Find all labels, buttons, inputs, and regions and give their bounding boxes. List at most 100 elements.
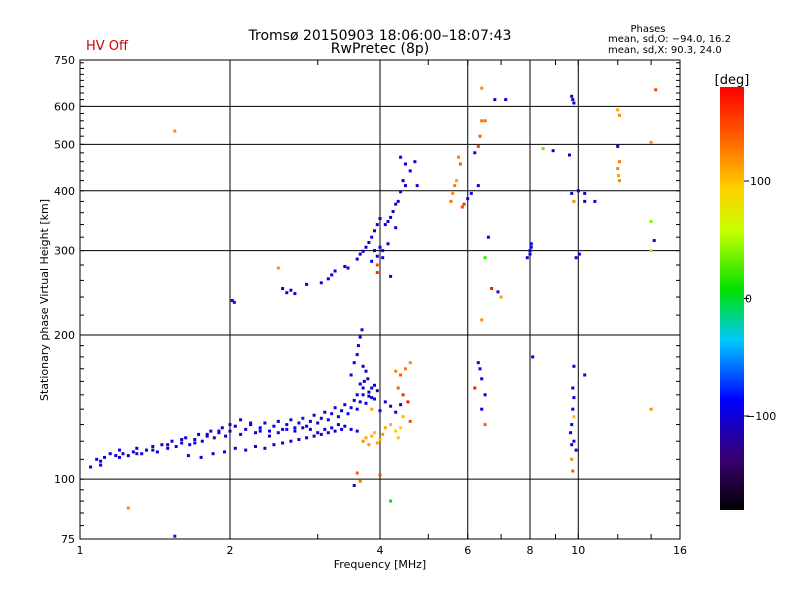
data-point — [330, 273, 334, 277]
data-point — [571, 386, 575, 390]
data-point — [370, 235, 374, 239]
data-point — [358, 335, 362, 339]
data-point — [340, 427, 344, 431]
data-point — [399, 190, 403, 194]
data-point — [399, 373, 403, 377]
data-point — [370, 396, 374, 400]
data-point — [572, 364, 576, 368]
data-point — [326, 277, 330, 281]
data-point — [293, 426, 297, 430]
data-point — [103, 455, 106, 459]
data-point — [568, 153, 571, 157]
x-axis: 1 2 4 6 8 10 16 — [77, 60, 687, 557]
y-tick-label: 200 — [54, 329, 75, 342]
data-point — [415, 184, 419, 188]
data-point — [268, 434, 271, 438]
data-point — [249, 423, 253, 427]
data-point — [340, 409, 344, 413]
data-point — [166, 446, 170, 450]
data-point — [358, 479, 362, 483]
data-point — [386, 220, 390, 223]
data-point — [383, 223, 387, 227]
data-point — [118, 455, 121, 459]
data-point — [330, 426, 334, 430]
data-point — [396, 386, 400, 390]
data-point — [396, 199, 400, 203]
data-point — [352, 398, 356, 402]
data-point — [349, 406, 353, 410]
colorbar-ticks: 100 0 −100 — [744, 175, 776, 423]
colorbar-gradient — [720, 87, 744, 510]
data-point — [349, 373, 353, 377]
data-point — [572, 439, 576, 443]
data-point — [281, 427, 285, 431]
data-point — [572, 396, 576, 400]
grid-lines — [80, 60, 680, 539]
data-point — [230, 299, 234, 302]
data-point — [396, 436, 400, 440]
data-point — [406, 400, 410, 404]
data-point — [504, 98, 508, 102]
data-point — [89, 465, 93, 469]
data-point — [258, 426, 262, 430]
data-point — [254, 445, 257, 448]
data-point — [378, 217, 382, 220]
data-point — [336, 415, 340, 419]
data-point — [389, 499, 393, 503]
data-point — [389, 274, 393, 278]
data-point — [361, 439, 365, 443]
colorbar: [deg] 100 0 −100 — [715, 73, 776, 510]
data-point — [551, 149, 555, 153]
data-point — [319, 416, 323, 420]
y-axis-label: Stationary phase Virtual Height [km] — [38, 199, 51, 401]
data-point — [370, 386, 374, 390]
data-point — [333, 429, 337, 433]
phase-title: Phases — [630, 24, 665, 35]
data-point — [476, 184, 480, 188]
data-point — [616, 144, 620, 148]
data-point — [118, 448, 121, 452]
data-point — [480, 86, 484, 90]
data-point — [114, 454, 118, 458]
data-point — [618, 179, 621, 183]
data-point — [469, 191, 473, 195]
data-point — [355, 257, 359, 261]
data-point — [352, 484, 356, 487]
data-point — [529, 242, 533, 246]
data-point — [361, 393, 365, 397]
data-point — [356, 344, 360, 348]
data-point — [289, 418, 293, 422]
y-tick-label: 600 — [54, 100, 75, 113]
data-point — [391, 210, 395, 213]
data-point — [383, 426, 387, 430]
data-point — [352, 361, 356, 365]
data-point — [496, 290, 500, 294]
data-point — [126, 454, 130, 458]
data-point — [333, 406, 337, 410]
data-point — [649, 407, 653, 411]
data-point — [483, 256, 487, 260]
data-point — [289, 439, 293, 443]
data-point — [373, 397, 376, 401]
data-point — [180, 438, 184, 441]
data-point — [576, 189, 580, 193]
data-point — [95, 457, 99, 461]
chart-subtitle: RwPretec (8p) — [331, 41, 429, 57]
data-point — [401, 393, 405, 397]
data-point — [366, 377, 370, 381]
data-point — [293, 429, 297, 433]
data-point — [394, 226, 398, 230]
data-point — [312, 434, 316, 438]
data-point — [375, 389, 379, 393]
phase-stats-x: mean, sd,X: 90.3, 24.0 — [608, 45, 722, 56]
data-point — [616, 167, 620, 171]
data-point — [305, 282, 309, 286]
data-point — [577, 252, 581, 256]
data-point — [649, 220, 653, 223]
y-tick-label: 500 — [54, 138, 75, 151]
data-point — [224, 434, 228, 438]
y-tick-label: 400 — [54, 185, 75, 198]
data-point — [478, 134, 482, 138]
data-point — [135, 452, 139, 456]
data-point — [126, 506, 130, 510]
